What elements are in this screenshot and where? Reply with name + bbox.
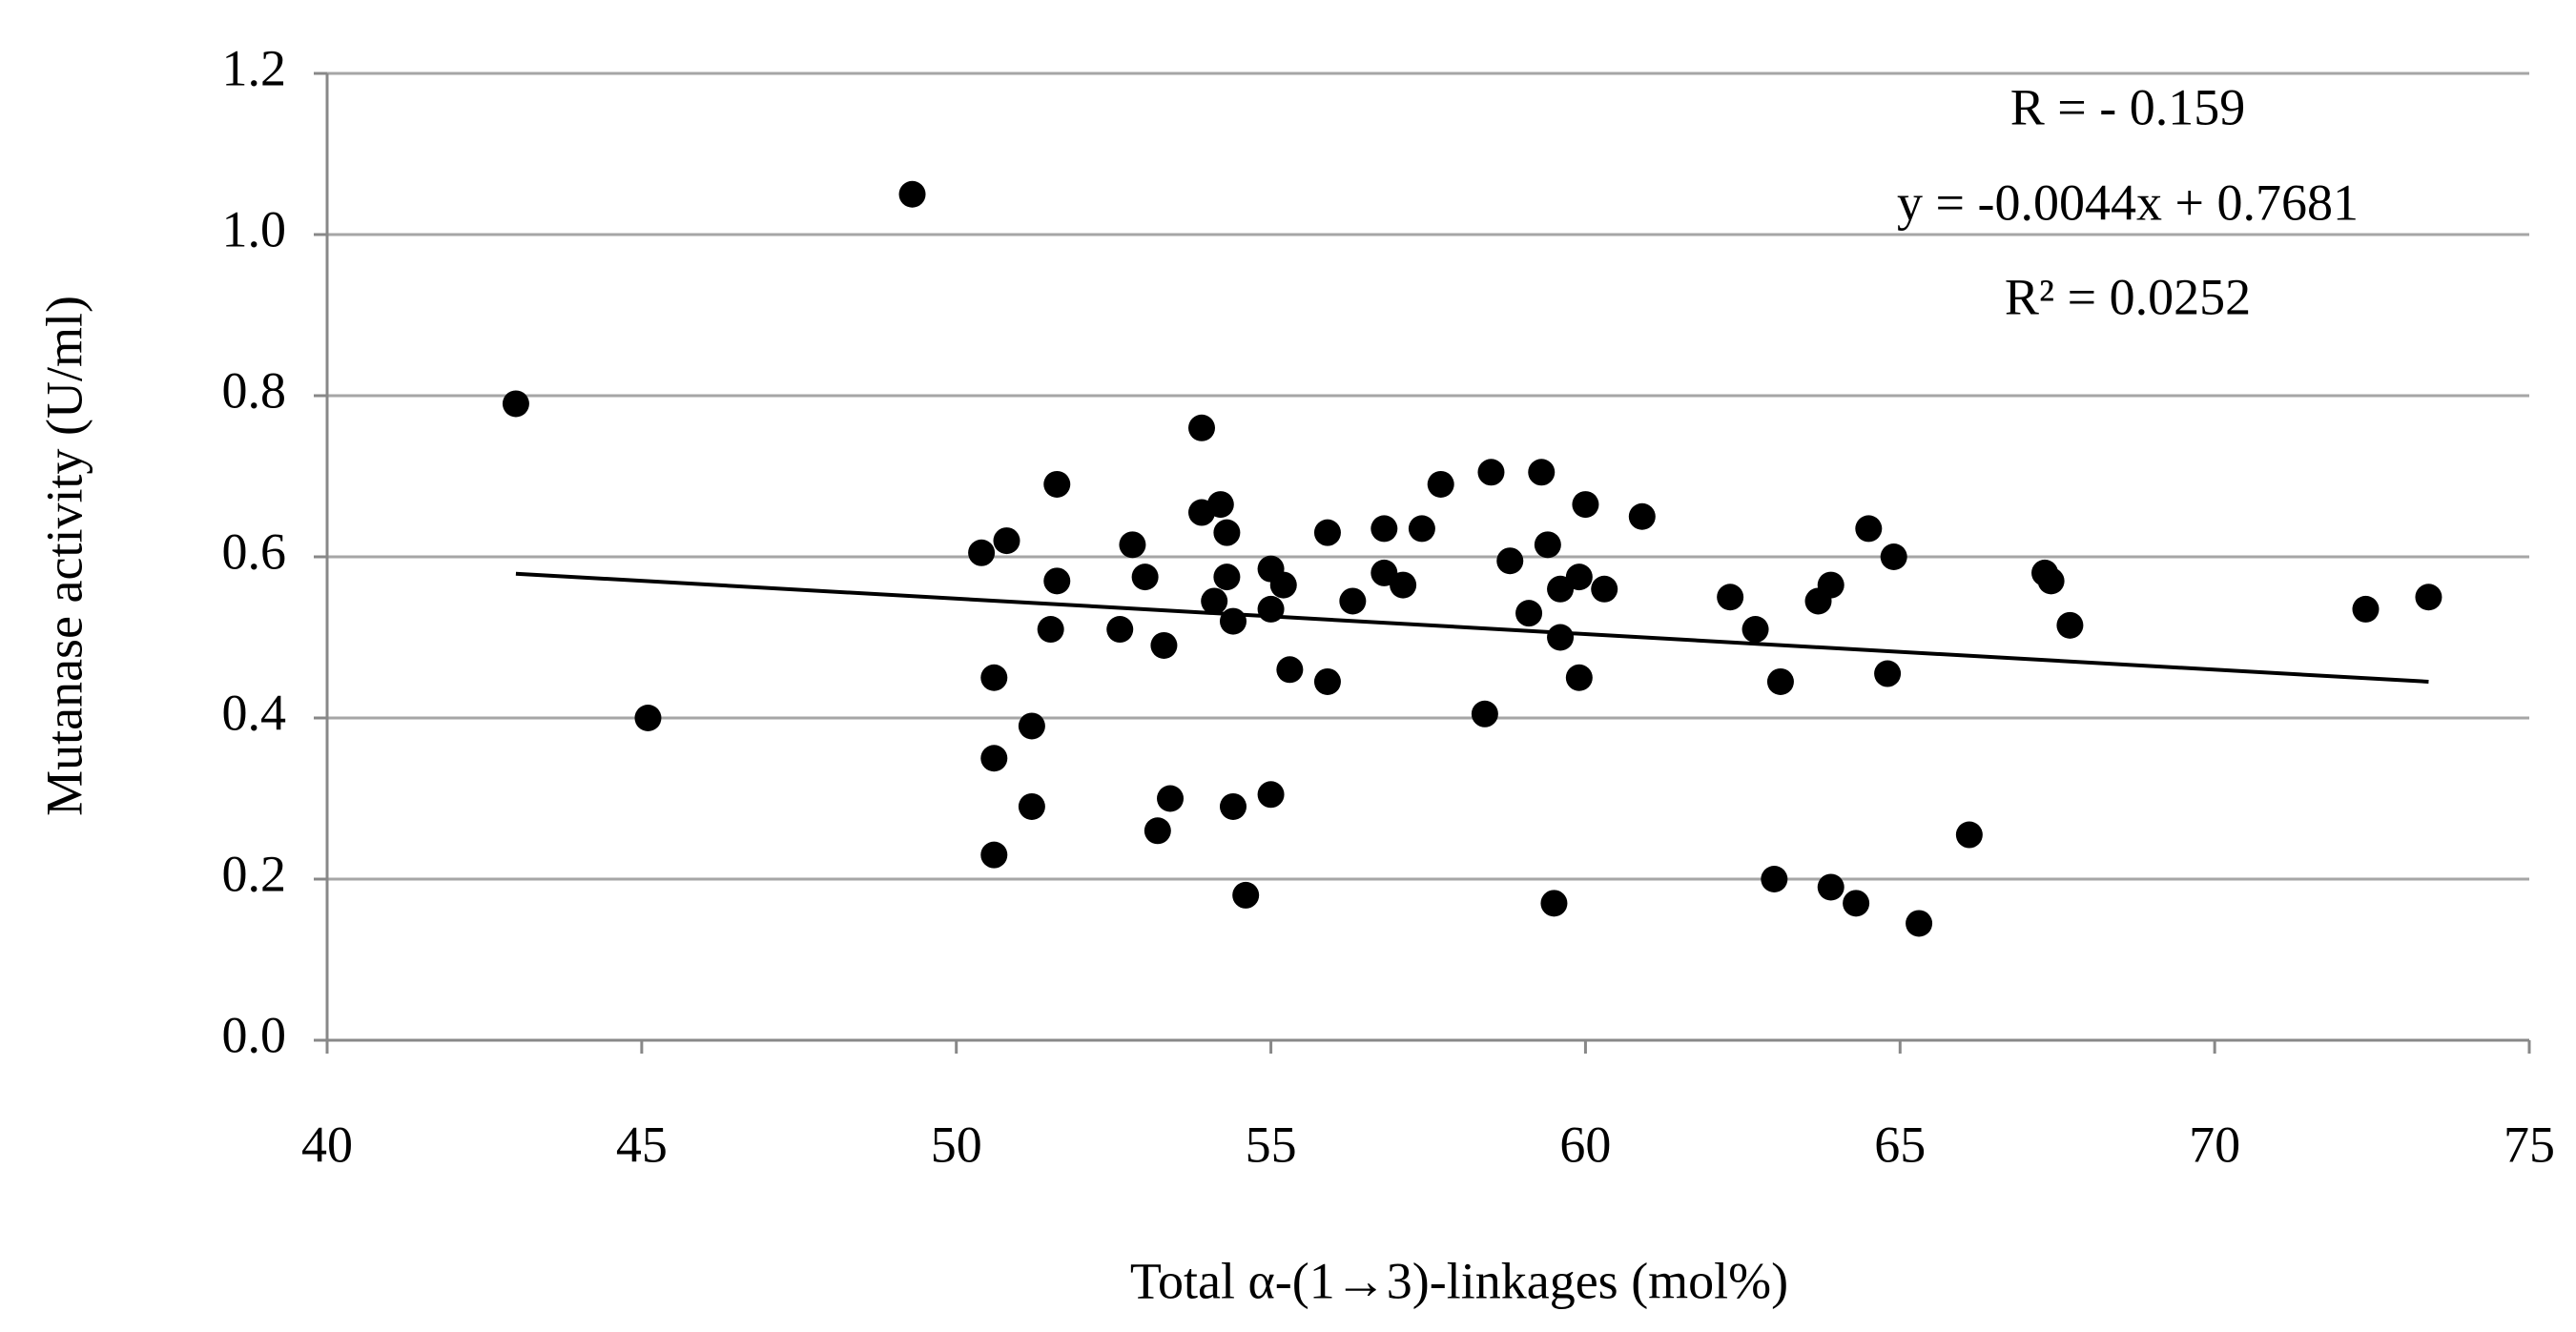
point	[1427, 470, 1454, 498]
x-tick-label: 60	[1559, 1116, 1611, 1173]
point	[1477, 459, 1505, 486]
point	[2352, 595, 2380, 623]
point	[1741, 616, 1769, 644]
point	[1213, 564, 1241, 591]
point	[1043, 470, 1071, 498]
point	[1408, 515, 1435, 543]
point	[1717, 584, 1744, 611]
point	[1213, 519, 1241, 546]
x-tick-label: 50	[931, 1116, 982, 1173]
point	[1219, 607, 1247, 635]
point	[1257, 781, 1285, 809]
y-axis-title: Mutanase activity (U/ml)	[35, 296, 93, 816]
point	[2056, 611, 2084, 639]
y-tick-label: 0.4	[222, 684, 287, 741]
point	[1269, 571, 1297, 599]
point	[1528, 459, 1556, 486]
point	[1313, 519, 1341, 546]
point	[1157, 785, 1185, 812]
x-tick-label: 70	[2189, 1116, 2240, 1173]
x-tick-label: 40	[301, 1116, 353, 1173]
point	[993, 527, 1020, 555]
point	[1766, 667, 1794, 695]
point	[502, 390, 529, 418]
x-axis-title: Total α-(1→3)-linkages (mol%)	[1130, 1252, 1788, 1309]
point	[1276, 656, 1304, 684]
point	[1534, 531, 1561, 559]
x-tick-label: 45	[616, 1116, 668, 1173]
trendline	[515, 571, 2429, 684]
point	[1313, 667, 1341, 695]
point	[1565, 664, 1593, 691]
point	[1390, 571, 1417, 599]
x-tick-label: 75	[2504, 1116, 2555, 1173]
y-tick-label: 1.2	[222, 39, 287, 96]
point	[1131, 564, 1159, 591]
point	[898, 180, 926, 208]
y-tick-label: 0.2	[222, 845, 287, 902]
point	[968, 539, 996, 566]
point	[1540, 890, 1568, 917]
point	[1144, 817, 1171, 845]
point	[1906, 910, 1933, 937]
point	[1201, 587, 1228, 615]
point	[1547, 624, 1575, 651]
point	[2037, 567, 2065, 595]
point	[1496, 547, 1524, 575]
point	[1874, 660, 1902, 687]
point	[634, 705, 662, 731]
y-tick-label: 1.0	[222, 200, 287, 257]
point	[1471, 700, 1498, 727]
point	[980, 745, 1008, 772]
point	[1843, 890, 1870, 917]
point	[980, 841, 1008, 869]
point	[1037, 616, 1064, 644]
point	[1880, 543, 1907, 570]
point	[1150, 631, 1178, 659]
point	[1018, 792, 1045, 820]
point	[1339, 587, 1367, 615]
annotation: R = - 0.159	[2010, 78, 2245, 135]
annotation: R² = 0.0252	[2005, 268, 2251, 325]
point	[1119, 531, 1146, 559]
point	[1817, 571, 1844, 599]
point	[1188, 414, 1216, 441]
point	[1232, 881, 1260, 909]
y-tick-label: 0.8	[222, 361, 287, 419]
point	[1955, 821, 1983, 849]
point	[1370, 515, 1398, 543]
point	[1565, 564, 1593, 591]
point	[1591, 575, 1618, 603]
point	[1257, 595, 1285, 623]
x-tick-label: 65	[1874, 1116, 1926, 1173]
y-tick-label: 0.0	[222, 1006, 287, 1063]
x-tick-label: 55	[1246, 1116, 1297, 1173]
point	[1018, 712, 1045, 740]
point	[1219, 792, 1247, 820]
point	[1206, 491, 1234, 519]
point	[1855, 515, 1883, 543]
y-tick-label: 0.6	[222, 523, 287, 580]
point	[1106, 616, 1134, 644]
point	[1761, 866, 1788, 892]
point	[1817, 873, 1844, 901]
point	[2415, 584, 2442, 611]
point	[1628, 502, 1656, 530]
point	[1572, 491, 1599, 519]
point	[980, 664, 1008, 691]
point	[1043, 567, 1071, 595]
point	[1515, 600, 1543, 627]
annotation: y = -0.0044x + 0.7681	[1897, 174, 2359, 231]
